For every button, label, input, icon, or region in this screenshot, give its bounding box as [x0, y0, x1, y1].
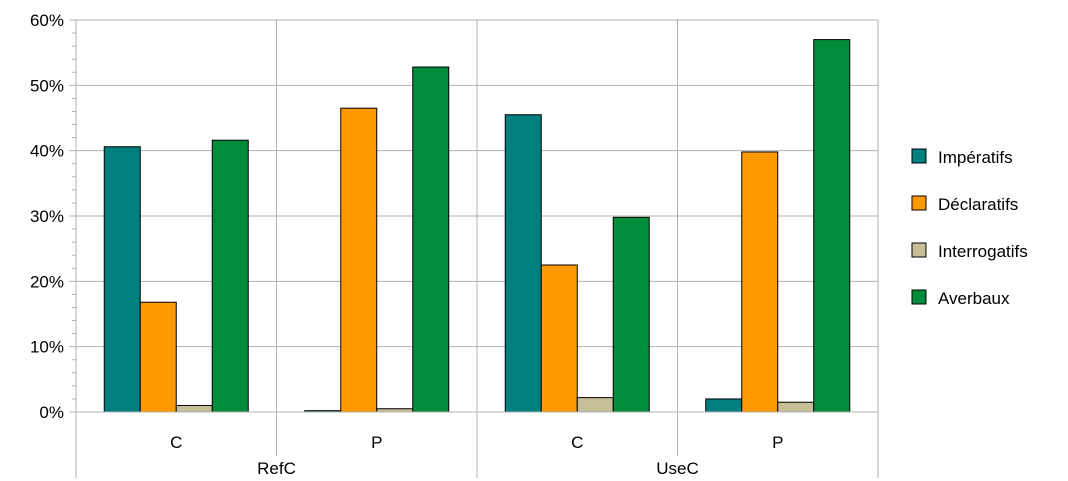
- axes: 0% 10% 20% 30% 40% 50% 60% C P C P RefC UseC: [30, 11, 878, 478]
- bar-interrogatifs: [576, 397, 614, 413]
- y-tick-label: 0%: [39, 403, 64, 422]
- bar-averbaux: [412, 66, 450, 413]
- legend-swatch: [911, 195, 927, 211]
- bar-dclaratifs: [139, 301, 177, 413]
- legend-label: Averbaux: [938, 289, 1010, 308]
- y-tick-label: 20%: [30, 272, 64, 291]
- legend-label: Impératifs: [938, 148, 1013, 167]
- y-tick-label: 60%: [30, 11, 64, 30]
- bar-impratifs: [103, 146, 141, 413]
- bar-averbaux: [211, 139, 249, 413]
- y-tick-label: 30%: [30, 207, 64, 226]
- bars: [103, 39, 851, 413]
- x-category-label: P: [371, 433, 382, 452]
- bar-averbaux: [813, 39, 851, 413]
- bar-interrogatifs: [777, 401, 815, 413]
- bar-dclaratifs: [340, 107, 378, 413]
- legend: Impératifs Déclaratifs Interrogatifs Averba…: [911, 148, 1028, 308]
- y-tick-label: 50%: [30, 76, 64, 95]
- x-group-label: RefC: [257, 459, 296, 478]
- x-category-label: C: [571, 433, 583, 452]
- legend-swatch: [911, 148, 927, 164]
- y-tick-label: 10%: [30, 338, 64, 357]
- legend-swatch: [911, 242, 927, 258]
- bar-impratifs: [705, 398, 743, 413]
- legend-swatch: [911, 289, 927, 305]
- legend-label: Interrogatifs: [938, 242, 1028, 261]
- bar-dclaratifs: [741, 151, 779, 413]
- bar-interrogatifs: [175, 404, 213, 413]
- x-category-label: C: [170, 433, 182, 452]
- bar-impratifs: [504, 114, 542, 413]
- y-tick-label: 40%: [30, 142, 64, 161]
- x-category-label: P: [772, 433, 783, 452]
- bar-dclaratifs: [540, 264, 578, 413]
- x-group-label: UseC: [656, 459, 699, 478]
- bar-averbaux: [612, 216, 650, 413]
- legend-label: Déclaratifs: [938, 195, 1018, 214]
